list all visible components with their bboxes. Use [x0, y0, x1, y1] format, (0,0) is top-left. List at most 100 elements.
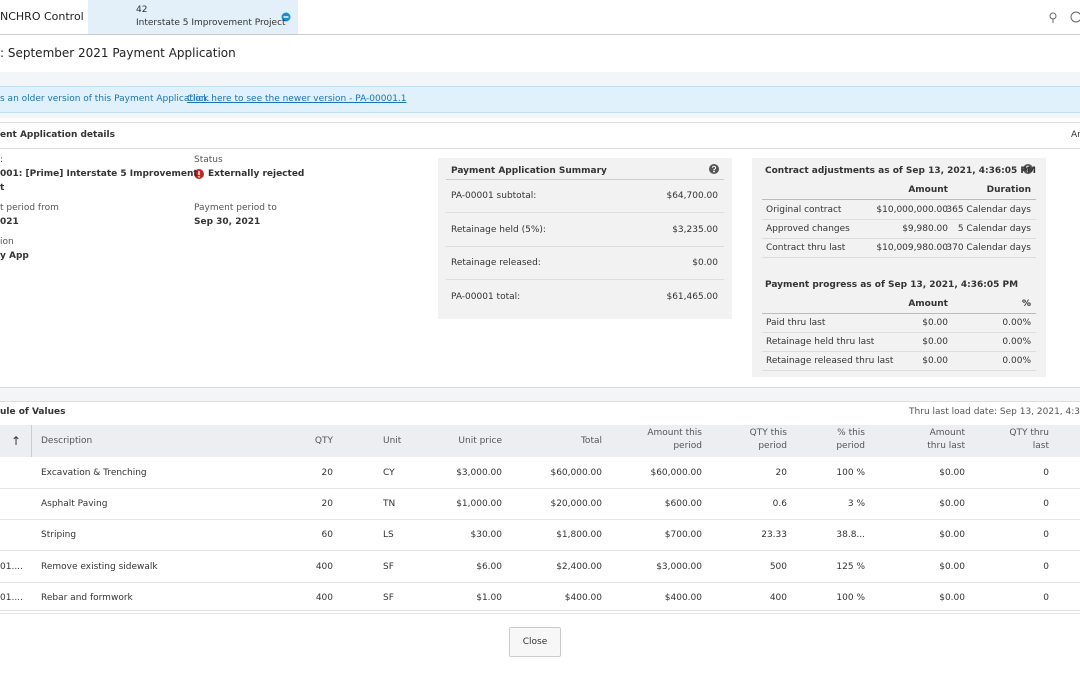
table-cell: $60,000.00 — [650, 468, 702, 478]
row-rule — [0, 550, 1080, 552]
summary-rule — [446, 179, 724, 180]
table-cell: $30.00 — [470, 530, 503, 541]
column-header: Amount this period — [647, 428, 702, 451]
table-cell: 0 — [1043, 530, 1049, 541]
table-cell: $0.00 — [939, 499, 965, 510]
table-header-bg — [0, 425, 1080, 457]
summary-label: PA-00001 subtotal: — [451, 191, 537, 201]
table-cell: $0.00 — [939, 468, 965, 478]
info-icon[interactable] — [1023, 164, 1033, 174]
table-cell: 100 % — [836, 592, 865, 603]
field-value: y App — [0, 251, 29, 261]
schedule-heading: ule of Values — [0, 407, 66, 417]
table-cell: $6.00 — [476, 561, 502, 572]
table-cell: $400.00 — [664, 592, 702, 603]
table-cell: $1,800.00 — [556, 530, 602, 541]
progress-amount: $0.00 — [922, 337, 948, 347]
column-header: Description — [41, 436, 93, 446]
table-cell: $0.00 — [939, 561, 965, 572]
progress-rule — [762, 370, 1036, 371]
divider — [0, 122, 1080, 123]
page-title: : September 2021 Payment Application — [0, 46, 236, 60]
summary-rule — [446, 212, 724, 213]
summary-label: PA-00001 total: — [451, 292, 521, 303]
close-button[interactable]: Close — [509, 627, 561, 657]
table-cell: 0 — [1043, 468, 1049, 478]
progress-header: % — [1021, 299, 1031, 309]
table-cell: Asphalt Paving — [41, 499, 108, 510]
table-cell: 23.33 — [761, 530, 787, 541]
table-cell: 0 — [1043, 499, 1049, 510]
table-cell: $0.00 — [939, 592, 965, 603]
table-cell: SF — [383, 592, 394, 603]
table-cell: 20 — [775, 468, 787, 478]
column-header: QTY — [314, 436, 333, 446]
summary-value: $61,465.00 — [666, 292, 718, 303]
progress-label: Retainage held thru last — [766, 337, 875, 347]
contract-label: Original contract — [766, 205, 842, 215]
progress-rule — [762, 351, 1036, 352]
top-bar — [0, 0, 1080, 35]
table-cell: $400.00 — [564, 592, 602, 603]
contract-amount: $10,000,000.00 — [876, 205, 948, 215]
table-cell: 0 — [1043, 561, 1049, 572]
summary-value: $0.00 — [692, 258, 718, 269]
table-cell: 125 % — [836, 561, 865, 572]
progress-label: Retainage released thru last — [766, 356, 894, 366]
contract-title: Contract adjustments as of Sep 13, 2021,… — [765, 166, 1036, 176]
field-label: ion — [0, 237, 14, 247]
info-icon[interactable] — [709, 164, 719, 174]
column-header: Unit — [383, 436, 402, 446]
column-header: QTY thru last — [1009, 428, 1049, 451]
progress-header: Amount — [908, 299, 948, 309]
gap-band — [0, 387, 1080, 402]
table-cell: 400 — [315, 561, 333, 572]
contract-header: Amount — [908, 185, 948, 195]
field-label: Status — [194, 155, 223, 165]
top-icons[interactable] — [1046, 10, 1080, 26]
progress-rule — [762, 332, 1036, 333]
contract-value: 365 Calendar days — [946, 205, 1031, 215]
contract-rule — [762, 257, 1036, 258]
contract-value: 370 Calendar days — [946, 243, 1031, 253]
sort-icon[interactable]: ↑ — [11, 434, 22, 448]
status-icon — [194, 169, 204, 179]
table-cell: $1.00 — [476, 592, 502, 603]
contract-amount: $9,980.00 — [902, 224, 948, 234]
row-rule — [0, 488, 1080, 489]
contract-rule — [762, 219, 1036, 220]
section-right: Ar — [1071, 130, 1080, 140]
app-name: NCHRO Control — [0, 10, 84, 23]
table-cell: 38.8... — [836, 530, 865, 541]
table-cell: 0 — [1043, 592, 1049, 603]
field-label: t period from — [0, 203, 59, 213]
table-cell: 0.6 — [772, 499, 787, 510]
contract-rule — [762, 199, 1036, 200]
summary-label: Retainage released: — [451, 258, 541, 269]
table-cell: SF — [383, 561, 394, 572]
banner — [0, 86, 1080, 113]
progress-amount: $0.00 — [922, 318, 948, 328]
footer — [0, 610, 1080, 675]
project-tab[interactable] — [88, 0, 298, 34]
summary-rule — [446, 279, 724, 281]
table-cell: Rebar and formwork — [41, 592, 133, 603]
table-cell: $3,000.00 — [456, 468, 502, 478]
table-cell: Striping — [41, 530, 77, 541]
field-label: : — [0, 155, 4, 165]
table-cell: $1,000.00 — [456, 499, 502, 510]
table-cell: 500 — [769, 561, 787, 572]
table-cell: Remove existing sidewalk — [41, 561, 158, 572]
table-cell: TN — [383, 499, 396, 510]
tab-project: Interstate 5 Improvement Project — [136, 18, 286, 28]
column-header: Unit price — [458, 436, 502, 446]
load-date: Thru last load date: Sep 13, 2021, 4:3 — [909, 407, 1080, 417]
contract-amount: $10,009,980.00 — [876, 243, 948, 253]
table-cell: 100 % — [836, 468, 865, 478]
banner-link[interactable]: Click here to see the newer version - PA… — [187, 94, 407, 104]
table-cell: $0.00 — [939, 530, 965, 541]
table-cell: 60 — [321, 530, 333, 541]
contract-value: 5 Calendar days — [957, 224, 1031, 234]
row-rule — [0, 581, 1080, 583]
